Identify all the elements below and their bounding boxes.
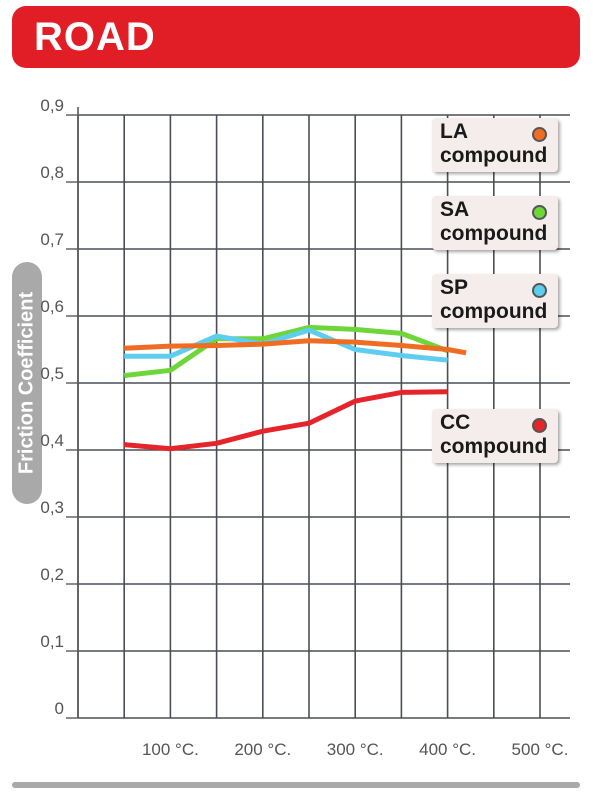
legend-color-swatch — [532, 283, 547, 298]
legend-sublabel: compound — [440, 222, 548, 245]
y-axis-label-background — [12, 262, 42, 504]
y-tick-label: 0,9 — [40, 96, 64, 115]
legend-label: LA — [440, 120, 468, 143]
legend-item-sa: SA compound — [432, 196, 558, 250]
legend-item-sp: SP compound — [432, 274, 558, 328]
series-line-la — [124, 338, 467, 356]
chart-title: ROAD — [34, 14, 156, 59]
legend-label: SP — [440, 276, 469, 299]
y-tick-label: 0,1 — [40, 632, 64, 651]
legend-sublabel: compound — [440, 300, 548, 323]
y-tick-label: 0,5 — [40, 364, 64, 383]
series-line-sp — [124, 327, 448, 363]
x-tick-label: 400 °C. — [419, 740, 476, 759]
axes — [66, 107, 79, 719]
legend-sublabel: compound — [440, 435, 548, 458]
x-tick-label: 500 °C. — [512, 740, 569, 759]
legend-color-swatch — [532, 127, 547, 142]
series-lines — [123, 324, 467, 452]
series-line-cc — [123, 389, 448, 452]
y-tick-label: 0,4 — [40, 431, 64, 450]
x-tick-label: 200 °C. — [234, 740, 291, 759]
bottom-divider — [12, 782, 580, 788]
x-tick-label: 100 °C. — [142, 740, 199, 759]
x-tick-label: 300 °C. — [327, 740, 384, 759]
series-line-sa — [123, 324, 449, 379]
y-tick-label: 0,3 — [40, 498, 64, 517]
legend-sublabel: compound — [440, 144, 548, 167]
y-tick-label: 0,2 — [40, 565, 64, 584]
legend-item-la: LA compound — [432, 118, 558, 172]
tick-labels: 0 0,1 0,2 0,3 0,4 0,5 0,6 0,7 0,8 0,9 100 °C. 200 °… — [40, 96, 568, 759]
legend-item-cc: CC compound — [432, 409, 558, 463]
y-tick-label: 0,7 — [40, 230, 64, 249]
legend-label: CC — [440, 411, 471, 434]
y-tick-label: 0 — [55, 699, 64, 718]
legend-color-swatch — [532, 205, 547, 220]
y-tick-label: 0,8 — [40, 163, 64, 182]
legend-label: SA — [440, 198, 470, 221]
y-tick-label: 0,6 — [40, 297, 64, 316]
title-bar: ROAD — [12, 6, 580, 68]
legend-color-swatch — [532, 418, 547, 433]
